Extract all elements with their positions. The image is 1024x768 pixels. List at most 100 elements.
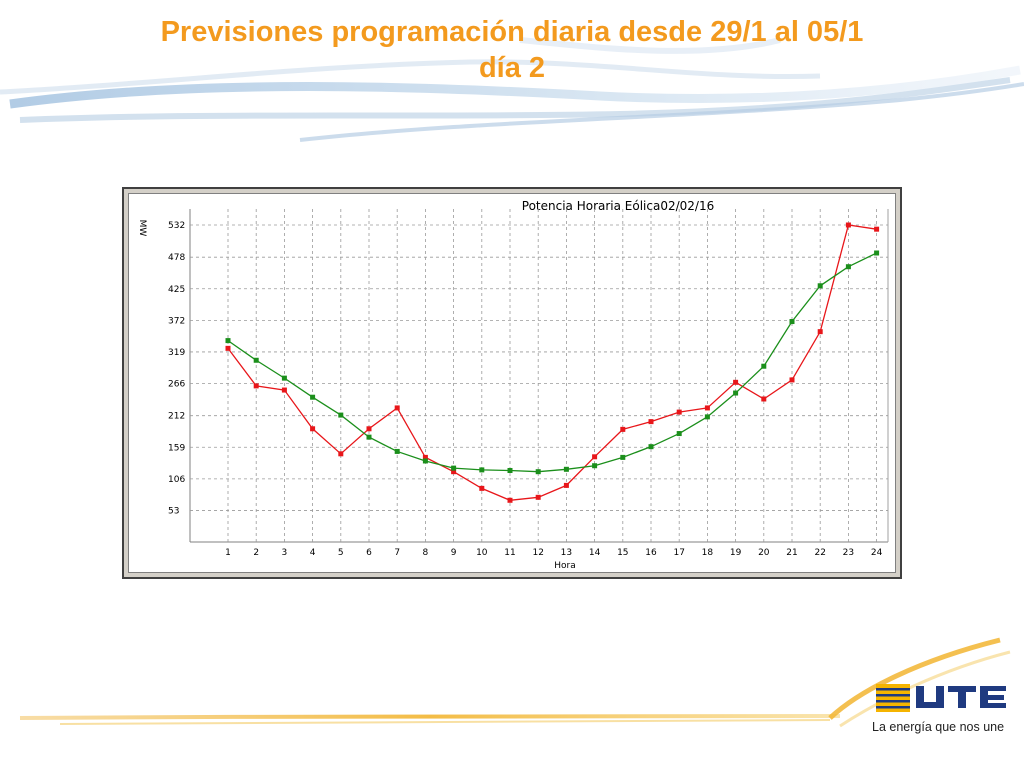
series-2-point bbox=[563, 466, 569, 472]
series-1-point bbox=[451, 469, 457, 475]
x-tick-label: 18 bbox=[702, 548, 714, 558]
series-1-point bbox=[817, 329, 823, 335]
series-1-point bbox=[366, 426, 372, 432]
x-tick-label: 17 bbox=[673, 548, 684, 558]
y-tick-label: 106 bbox=[168, 475, 185, 485]
x-tick-label: 24 bbox=[871, 548, 883, 558]
series-2-point bbox=[507, 467, 513, 473]
line-chart: Potencia Horaria Eólica02/02/16 MW Hora … bbox=[128, 193, 896, 573]
y-tick-label: 212 bbox=[168, 412, 185, 422]
series-1-point bbox=[225, 345, 231, 351]
decorative-swoosh-bottom bbox=[19, 637, 1011, 728]
x-tick-label: 6 bbox=[366, 548, 372, 558]
series-2-point bbox=[845, 264, 851, 270]
y-tick-label: 266 bbox=[168, 380, 185, 390]
page-title-line2: día 2 bbox=[478, 52, 546, 84]
series-line-2 bbox=[227, 252, 877, 473]
series-1-point bbox=[338, 451, 344, 457]
series-2-point bbox=[422, 458, 428, 464]
chart-title: Potencia Horaria Eólica02/02/16 bbox=[522, 199, 714, 213]
series-1-point bbox=[422, 454, 428, 460]
series-2-point bbox=[394, 448, 400, 454]
y-axis-label: MW bbox=[137, 220, 147, 237]
series-1-point bbox=[592, 454, 598, 460]
series-2-point bbox=[761, 363, 767, 369]
series-line-1 bbox=[227, 224, 877, 501]
x-tick-label: 19 bbox=[730, 548, 742, 558]
x-tick-label: 4 bbox=[310, 548, 316, 558]
x-tick-label: 2 bbox=[253, 548, 259, 558]
series-1-point bbox=[394, 405, 400, 411]
chart-background bbox=[128, 193, 896, 573]
series-1-point bbox=[507, 497, 513, 503]
series-1-point bbox=[761, 396, 767, 402]
x-tick-label: 5 bbox=[338, 548, 344, 558]
x-tick-label: 14 bbox=[589, 548, 601, 558]
series-1-point bbox=[535, 494, 541, 500]
y-tick-label: 319 bbox=[168, 348, 185, 358]
decorative-swoosh-top bbox=[0, 37, 1024, 142]
series-2-point bbox=[648, 444, 654, 450]
ute-logo: La energía que nos une bbox=[872, 682, 1014, 742]
series-2-point bbox=[535, 469, 541, 475]
series-1-point bbox=[789, 377, 795, 383]
series-2-point bbox=[451, 465, 457, 471]
series-2-point bbox=[817, 283, 823, 289]
brand-tagline: La energía que nos une bbox=[872, 720, 1005, 734]
series-2-point bbox=[338, 412, 344, 418]
series-2-point bbox=[676, 431, 682, 437]
x-tick-label: 11 bbox=[504, 548, 515, 558]
series-1-point bbox=[874, 226, 880, 232]
x-tick-label: 8 bbox=[423, 548, 429, 558]
series-1-point bbox=[310, 426, 316, 432]
y-tick-label: 532 bbox=[168, 221, 185, 231]
series-1-point bbox=[676, 409, 682, 415]
series-2-point bbox=[789, 319, 795, 325]
chart-frame: Potencia Horaria Eólica02/02/16 MW Hora … bbox=[122, 187, 902, 579]
x-tick-label: 20 bbox=[758, 548, 770, 558]
y-tick-label: 53 bbox=[168, 506, 179, 516]
series-1-point bbox=[281, 387, 287, 393]
x-tick-label: 15 bbox=[617, 548, 628, 558]
ute-logo-icon bbox=[876, 684, 1006, 712]
x-tick-label: 21 bbox=[786, 548, 797, 558]
series-2-point bbox=[620, 454, 626, 460]
y-tick-label: 159 bbox=[168, 443, 185, 453]
series-1-point bbox=[620, 426, 626, 432]
series-2-point bbox=[225, 338, 231, 344]
x-axis-label: Hora bbox=[554, 561, 576, 571]
series-2-point bbox=[592, 463, 598, 469]
series-2-point bbox=[479, 467, 485, 473]
series-1-point bbox=[479, 485, 485, 491]
x-tick-label: 13 bbox=[561, 548, 572, 558]
page-title: Previsiones programación diaria desde 29… bbox=[40, 14, 984, 86]
x-tick-label: 1 bbox=[225, 548, 231, 558]
series-1-point bbox=[253, 383, 259, 389]
series-1-point bbox=[648, 419, 654, 425]
x-tick-label: 22 bbox=[814, 548, 825, 558]
x-tick-label: 23 bbox=[843, 548, 854, 558]
y-tick-label: 425 bbox=[168, 285, 185, 295]
x-tick-label: 7 bbox=[394, 548, 400, 558]
page-title-line1: Previsiones programación diaria desde 29… bbox=[160, 16, 864, 48]
x-tick-label: 12 bbox=[532, 548, 543, 558]
series-1-point bbox=[845, 222, 851, 228]
series-2-point bbox=[733, 390, 739, 396]
x-tick-label: 3 bbox=[282, 548, 288, 558]
series-2-point bbox=[874, 250, 880, 256]
y-tick-label: 478 bbox=[168, 253, 185, 263]
series-1-point bbox=[704, 405, 710, 411]
chart-series bbox=[225, 222, 880, 503]
series-2-point bbox=[281, 375, 287, 381]
x-tick-label: 16 bbox=[645, 548, 657, 558]
series-2-point bbox=[366, 434, 372, 440]
series-2-point bbox=[253, 357, 259, 363]
y-tick-label: 372 bbox=[168, 316, 185, 326]
x-tick-label: 9 bbox=[451, 548, 457, 558]
series-1-point bbox=[563, 482, 569, 488]
series-2-point bbox=[310, 394, 316, 400]
x-tick-label: 10 bbox=[476, 548, 488, 558]
series-1-point bbox=[733, 379, 739, 385]
series-2-point bbox=[704, 414, 710, 420]
